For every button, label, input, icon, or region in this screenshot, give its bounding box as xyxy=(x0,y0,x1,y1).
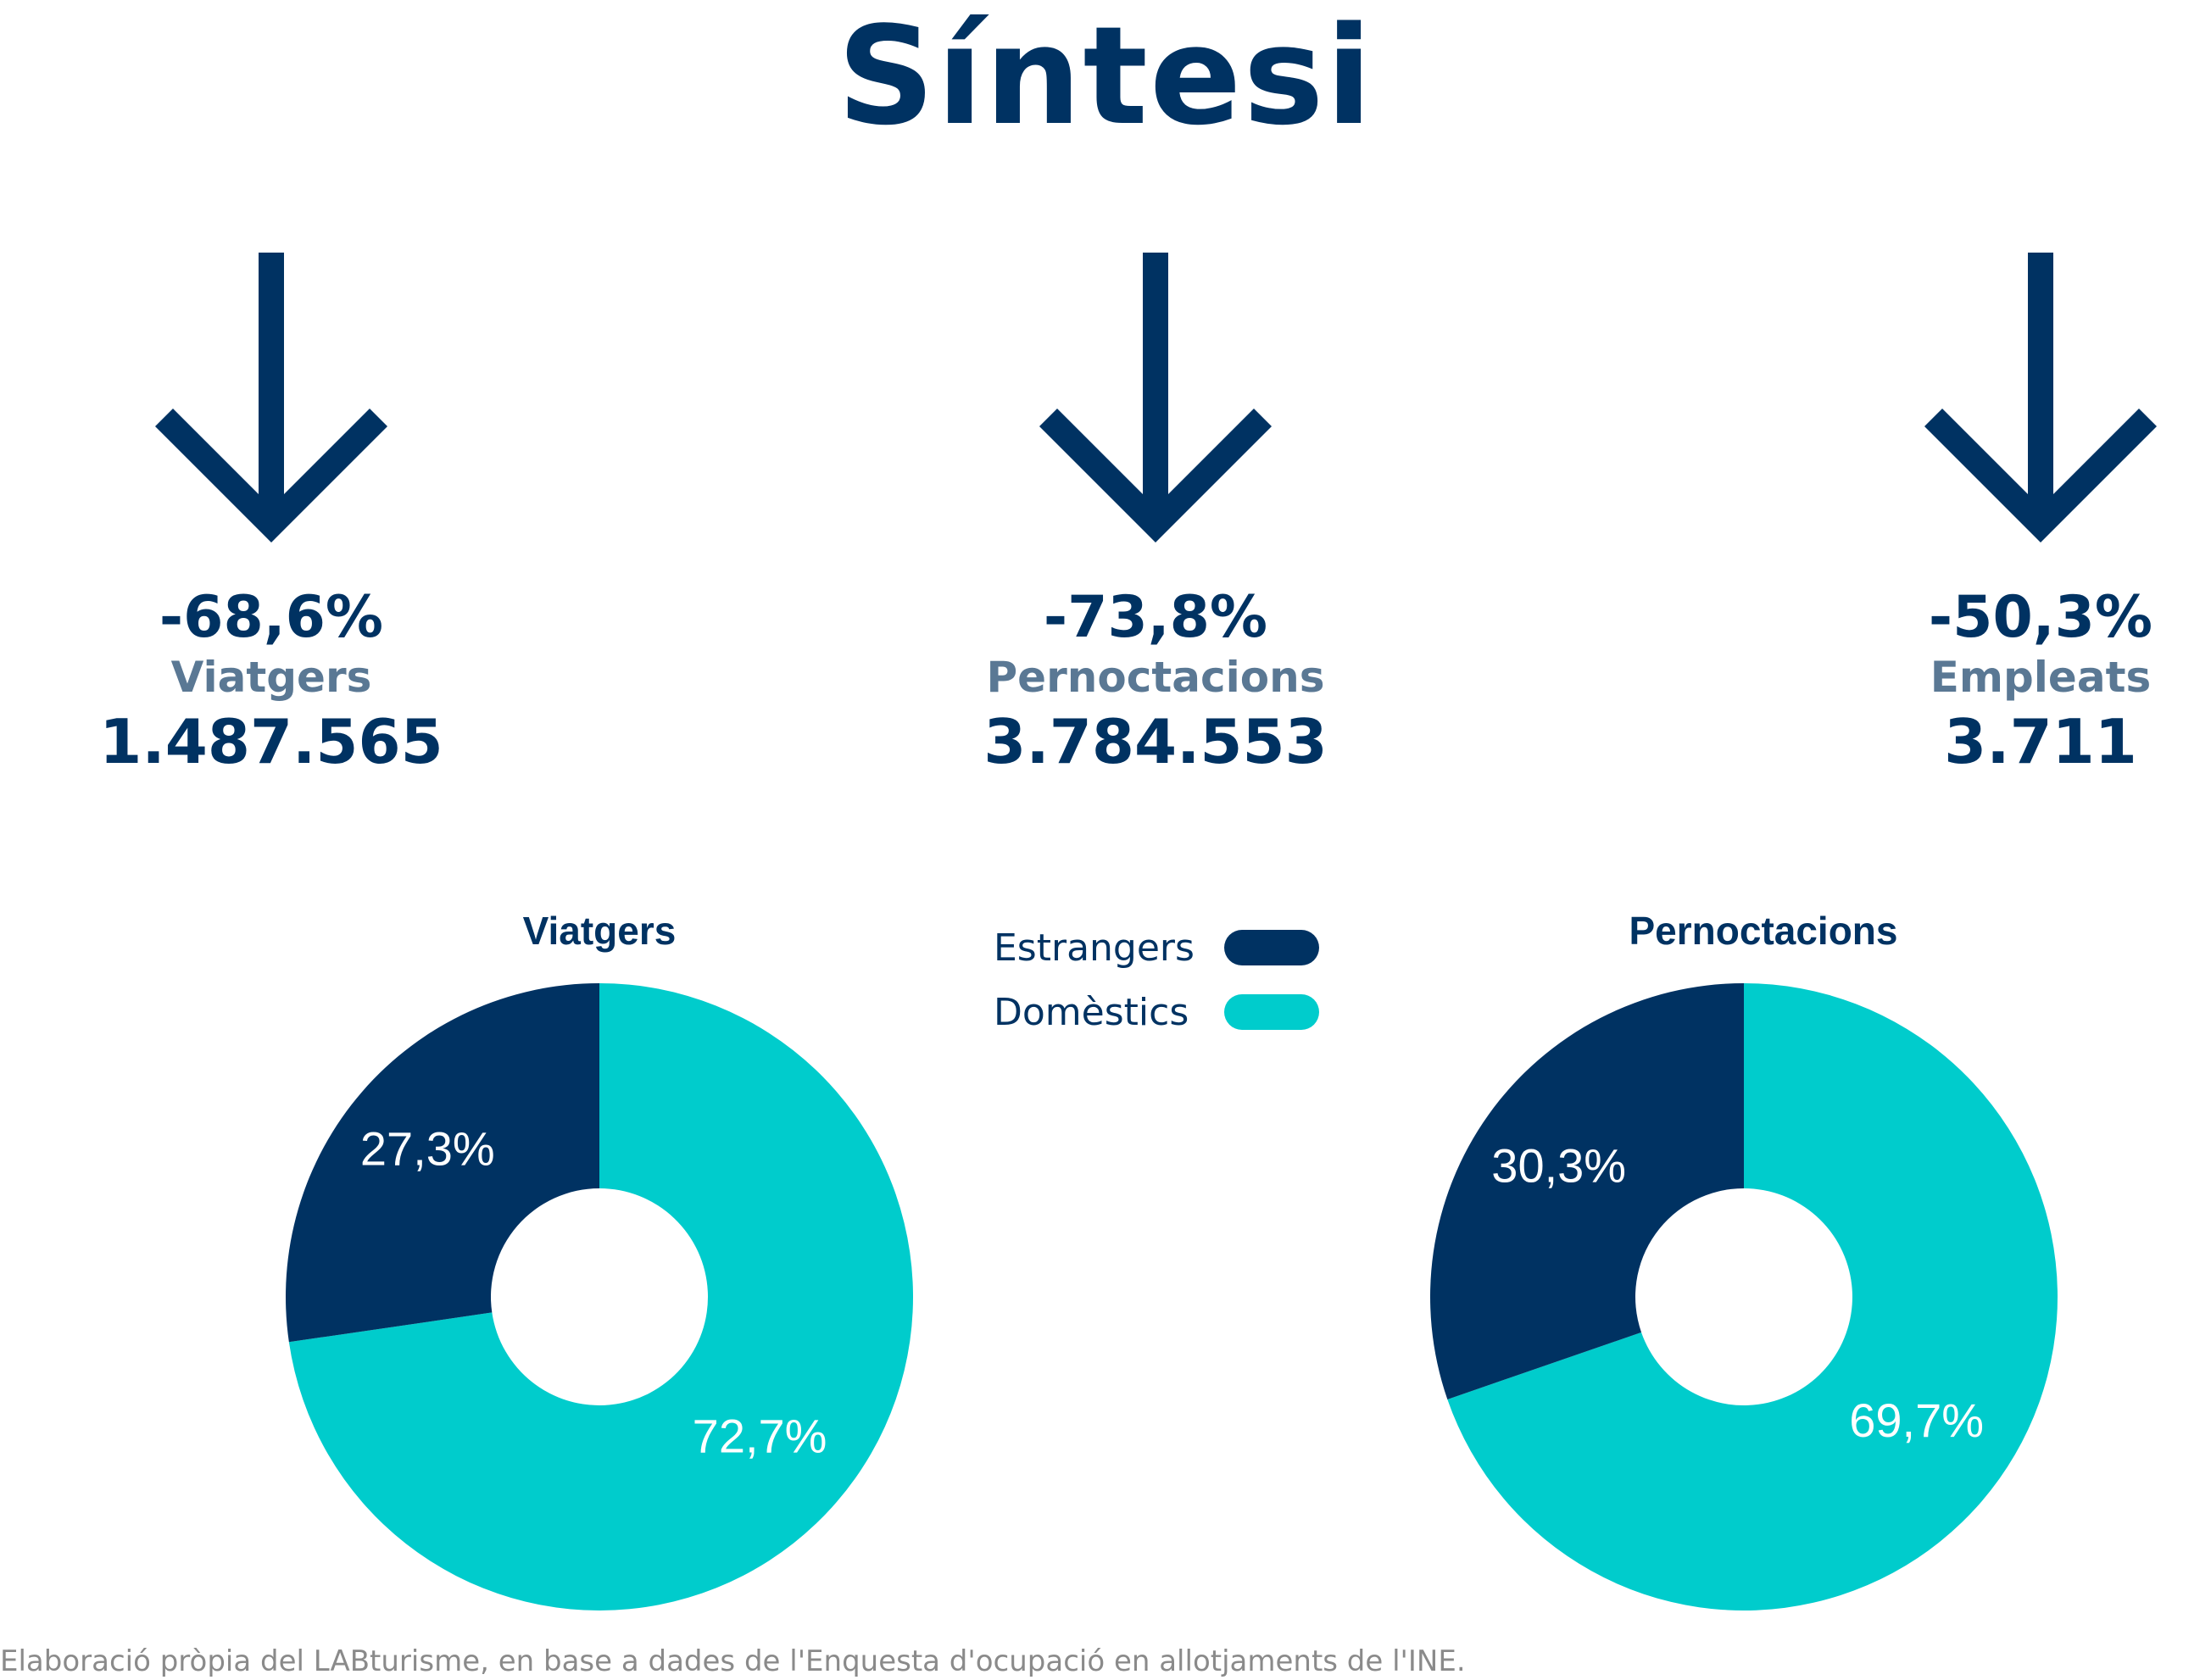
page-title: Síntesi xyxy=(837,0,1374,155)
kpi-label: Pernoctacions xyxy=(986,653,1325,702)
donut-chart-pernoctacions: 69,7% 30,3% xyxy=(1430,983,2058,1610)
kpi-change: -73,8% xyxy=(1043,584,1268,651)
legend-swatch xyxy=(1224,930,1319,965)
arrow-down-icon xyxy=(155,253,387,542)
kpi-label: Viatgers xyxy=(170,653,372,702)
legend-item-estrangers: Estrangers xyxy=(994,915,1333,980)
kpi-label: Empleats xyxy=(1930,653,2152,702)
kpi-change: -50,3% xyxy=(1928,584,2153,651)
legend-item-domestics: Domèstics xyxy=(994,980,1333,1044)
legend-swatch xyxy=(1224,994,1319,1030)
chart-title-pernoctacions: Pernoctacions xyxy=(1629,909,1898,953)
arrow-down-icon xyxy=(1039,253,1272,542)
donut-data-label: 69,7% xyxy=(1849,1394,1984,1447)
kpi-value: 1.487.565 xyxy=(99,706,443,777)
donut-data-label: 30,3% xyxy=(1491,1139,1626,1193)
source-note: Elaboració pròpia del LABturisme, en bas… xyxy=(0,1644,1466,1678)
chart-legend: Estrangers Domèstics xyxy=(994,915,1333,1044)
arrow-down-icon xyxy=(1924,253,2157,542)
legend-label: Estrangers xyxy=(994,926,1195,970)
kpi-value: 3.711 xyxy=(1944,706,2137,777)
donut-slice-estrangers xyxy=(1430,983,1744,1399)
donut-chart-viatgers: 72,7% 27,3% xyxy=(286,983,913,1610)
kpi-pernoctacions: -73,8% Pernoctacions 3.784.553 xyxy=(859,585,1452,780)
kpi-value: 3.784.553 xyxy=(983,706,1328,777)
donut-slice-domstics xyxy=(288,983,913,1610)
kpi-change: -68,6% xyxy=(159,584,384,651)
donut-data-label: 27,3% xyxy=(360,1122,495,1176)
donut-slice-estrangers xyxy=(286,983,599,1343)
kpi-viatgers: -68,6% Viatgers 1.487.565 xyxy=(0,585,568,780)
legend-label: Domèstics xyxy=(994,990,1189,1034)
chart-title-viatgers: Viatgers xyxy=(522,909,677,953)
kpi-empleats: -50,3% Empleats 3.711 xyxy=(1744,585,2211,780)
donut-data-label: 72,7% xyxy=(693,1410,827,1463)
donut-slice-domstics xyxy=(1447,983,2058,1610)
